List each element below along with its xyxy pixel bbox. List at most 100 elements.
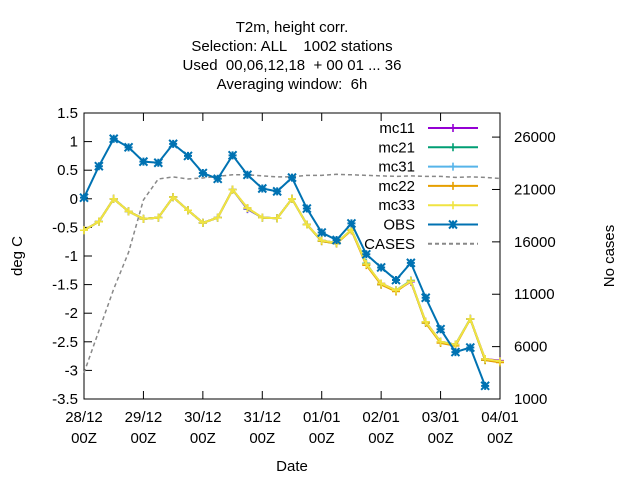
point-obs-0 [79,192,89,203]
point-mc33-3 [124,207,133,216]
x-tick-label-5: 02/01 [362,409,400,426]
point-obs-23 [421,293,431,303]
y-tick-label-8: -2.5 [52,334,78,351]
point-obs-20 [376,262,386,273]
legend-marker-mc21 [449,143,457,152]
series-line-mc33 [83,187,501,363]
point-mc33-10 [228,185,237,194]
legend-label-mc33: mc33 [378,197,415,214]
point-mc33-20 [377,279,386,288]
point-mc33-14 [288,194,296,203]
point-mc33-8 [198,218,207,227]
y-tick-label-4: -0.5 [52,219,78,236]
point-obs-15 [302,203,312,214]
point-obs-11 [242,170,253,180]
y-tick-label-3: 0 [70,191,78,208]
legend-label-mc31: mc31 [378,159,415,176]
point-obs-3 [123,142,134,153]
point-obs-25 [450,347,461,357]
series-line-obs [83,137,487,387]
series-line-mc21 [83,187,501,363]
point-mc33-1 [94,217,103,226]
y-tick-label-0: 1.5 [57,105,78,122]
legend-marker-mc31 [449,162,457,171]
x-tick-label-2-3: 00Z [249,430,275,447]
x-axis-label: Date [276,458,308,475]
point-obs-10 [227,150,238,161]
y-tick-label-10: -3.5 [52,391,78,408]
point-obs-4 [138,156,149,167]
point-obs-7 [183,151,193,161]
point-obs-26 [465,342,475,353]
point-obs-21 [391,275,401,285]
legend-marker-obs [448,219,458,230]
point-mc33-26 [466,314,475,323]
y-tick-label-2: 0.5 [57,162,78,179]
legend-label-mc22: mc22 [378,178,415,195]
y-tick-label-5: -1 [65,248,78,265]
x-tick-label-2: 30/12 [184,409,222,426]
y-axis-label: deg C [9,236,26,276]
point-obs-22 [406,258,416,268]
point-mc33-7 [184,206,192,215]
legend-marker-mc11 [449,124,457,132]
point-mc33-12 [258,213,267,222]
x-tick-label-2-0: 00Z [71,430,97,447]
y-tick-label-7: -2 [65,305,78,322]
y2-tick-label-3: 16000 [514,234,556,251]
point-obs-5 [153,158,163,168]
x-tick-label-2-7: 00Z [487,430,513,447]
y2-tick-label-4: 21000 [514,181,556,198]
y2-tick-label-2: 11000 [514,286,555,303]
y2-tick-label-1: 6000 [514,339,547,356]
legend-label-mc21: mc21 [378,139,415,156]
plot-area: 1.5 1 0.5 0 -0.5 -1 -1.5 -2 -2.5 -3 -3.5 1000 6000 11… [52,105,556,447]
legend-label-cases: CASES [364,236,415,253]
point-mc33-15 [302,220,311,229]
plot-frame [83,112,501,400]
point-obs-24 [435,324,446,334]
point-obs-13 [272,186,282,197]
point-mc33-0 [80,226,88,235]
y2-axis-label: No cases [601,225,618,288]
y-tick-label-9: -3 [65,362,78,379]
point-mc33-11 [243,203,252,212]
title-line-2: Selection: ALL 1002 stations [191,38,392,55]
chart-title: T2m, height corr. Selection: ALL 1002 st… [183,19,402,93]
point-mc33-13 [273,214,282,223]
x-tick-label-2-4: 00Z [309,430,335,447]
point-mc33-28 [496,357,504,366]
point-mc33-22 [406,277,415,286]
legend-marker-mc33 [449,201,457,210]
y-tick-label-1: 1 [70,134,78,151]
y2-tick-label-0: 1000 [514,391,547,408]
x-tick-label-0: 28/12 [65,409,103,426]
series-line-mc31 [83,187,501,363]
point-mc33-27 [481,354,490,363]
point-obs-8 [198,168,208,178]
x-tick-label-3: 31/12 [244,409,282,426]
point-mc33-25 [451,340,460,349]
point-obs-2 [109,134,119,144]
legend-marker-mc22 [449,181,457,190]
legend-label-mc11: mc11 [379,120,415,137]
x-tick-label-4: 01/01 [303,409,341,426]
point-obs-27 [480,381,490,391]
title-line-1: T2m, height corr. [236,19,349,36]
point-obs-14 [287,172,297,183]
point-obs-6 [168,139,178,149]
point-mc33-5 [154,213,163,222]
x-tick-label-2-1: 00Z [130,430,156,447]
point-obs-1 [94,161,104,171]
x-tick-label-2-5: 00Z [368,430,394,447]
x-tick-label-2-2: 00Z [190,430,216,447]
x-tick-label-1: 29/12 [125,409,163,426]
y-tick-label-6: -1.5 [52,277,78,294]
legend-label-obs: OBS [383,217,415,234]
point-mc33-9 [213,213,222,222]
point-mc33-19 [362,260,371,269]
point-obs-17 [331,235,342,245]
point-obs-18 [346,218,357,229]
x-tick-label-2-6: 00Z [428,430,454,447]
y2-tick-label-5: 26000 [514,129,556,146]
